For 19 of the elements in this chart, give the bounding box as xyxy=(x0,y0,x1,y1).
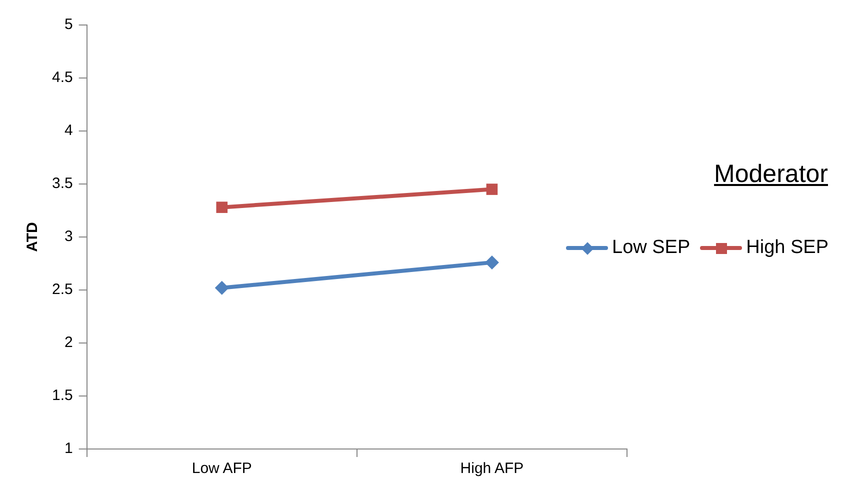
point xyxy=(214,280,229,295)
legend-label: Low SEP xyxy=(612,237,690,259)
point xyxy=(216,202,228,213)
y-tick-label: 1.5 xyxy=(52,387,73,404)
legend-label: High SEP xyxy=(746,237,829,259)
point xyxy=(484,255,499,270)
y-tick-label: 4 xyxy=(64,122,73,140)
y-tick-label: 3.5 xyxy=(52,175,73,192)
legend-title: Moderator xyxy=(713,160,828,189)
point xyxy=(486,184,498,195)
x-tick-label: Low AFP xyxy=(192,460,252,478)
y-tick-label: 5 xyxy=(64,16,73,34)
y-tick-label: 3 xyxy=(64,228,73,246)
y-tick-label: 4.5 xyxy=(52,69,73,86)
y-tick-label: 2 xyxy=(64,334,73,352)
y-tick-label: 2.5 xyxy=(52,281,73,298)
y-tick-label: 1 xyxy=(64,440,73,458)
x-tick-label: High AFP xyxy=(460,460,524,478)
y-axis-title: ATD xyxy=(24,222,42,252)
